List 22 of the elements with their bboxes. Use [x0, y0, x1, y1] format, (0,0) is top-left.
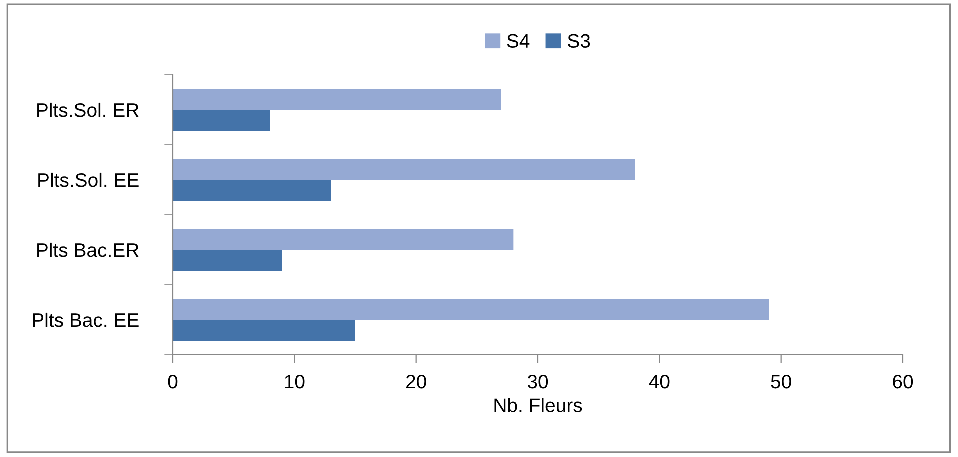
bar [173, 299, 770, 320]
x-tick-label: 30 [528, 374, 548, 389]
x-tick-label: 0 [168, 374, 178, 389]
bar [173, 89, 502, 110]
bar [173, 320, 356, 341]
bar [173, 229, 514, 250]
x-tick-label: 60 [893, 374, 914, 389]
x-tick-label: 10 [285, 374, 305, 389]
x-axis-title: Nb. Fleurs [494, 398, 582, 412]
y-tick-label: Plts Bac. EE [33, 312, 139, 328]
y-tick-label: Plts Bac.ER [38, 242, 139, 258]
legend-label: S4 [507, 34, 530, 48]
legend-label: S3 [568, 34, 590, 48]
y-tick-label: Plts.Sol. ER [38, 102, 139, 118]
bar [173, 180, 332, 201]
y-tick-label: Plts.Sol. EE [38, 172, 139, 188]
bar [173, 250, 282, 271]
x-tick-label: 40 [649, 374, 670, 389]
bar [173, 110, 270, 131]
bar [173, 159, 636, 180]
x-tick-label: 50 [771, 374, 792, 389]
x-tick-label: 20 [406, 374, 426, 389]
